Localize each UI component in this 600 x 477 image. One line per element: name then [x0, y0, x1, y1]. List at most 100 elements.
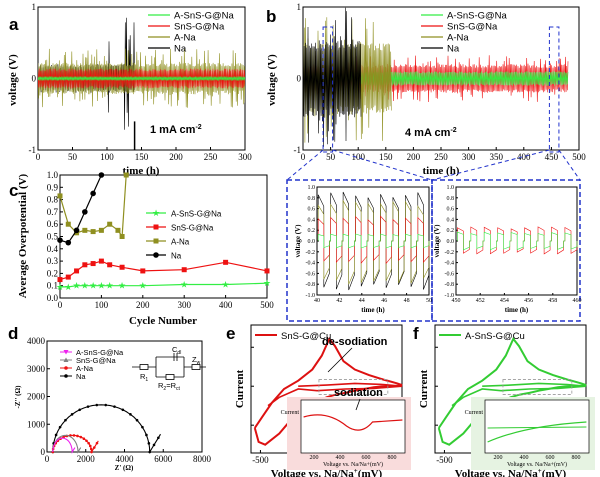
- c-xlabel: Cycle Number: [129, 315, 197, 327]
- b-xtick-label: 300: [462, 152, 476, 162]
- d-legend-marker: [63, 357, 69, 362]
- d-point-Na: [145, 433, 148, 437]
- c-point-A-SnS-G@Na: ★: [81, 281, 89, 291]
- c-ylabel: Average Overpotential (V): [17, 173, 29, 298]
- f-inset-xtick-label: 800: [572, 455, 581, 461]
- a-xtick-label: 150: [135, 152, 149, 162]
- c-xtick-label: 300: [177, 300, 191, 310]
- f-inset-xtick-label: 600: [546, 455, 555, 461]
- d-xtick-label: 0: [45, 454, 50, 464]
- b_zoom_right-xtick-label: 460: [573, 298, 582, 304]
- c-ytick-label: 0.2: [47, 268, 58, 278]
- b_zoom_right-ytick-label: 0.8: [447, 196, 455, 202]
- c-legend-marker: [153, 224, 159, 230]
- c-point-A-Na: [98, 227, 104, 233]
- d-xtick-label: 4000: [116, 454, 135, 464]
- d-circuit-label-rct: R2=Rct: [158, 381, 181, 392]
- c-xtick-label: 500: [260, 300, 274, 310]
- c-xtick-label: 100: [95, 300, 109, 310]
- d-ytick-label: 2000: [27, 392, 46, 402]
- b-zoom-connector: [431, 149, 550, 181]
- f-inset-xtick-label: 400: [520, 455, 529, 461]
- c-point-SnS-G@Na: [74, 268, 80, 274]
- c-point-SnS-G@Na: [107, 262, 113, 268]
- b-xtick-label: 350: [489, 152, 503, 162]
- d-circuit-label-r1: R1: [140, 372, 148, 383]
- a-ytick-label: -1: [29, 145, 37, 155]
- a-xtick-label: 0: [36, 152, 41, 162]
- b-legend-label: A-Na: [447, 33, 469, 44]
- a-xtick-label: 100: [100, 152, 114, 162]
- c-ytick-label: 0.9: [47, 182, 59, 192]
- d-point-A-Na: [90, 450, 93, 454]
- d-point-A-Na: [82, 437, 86, 441]
- b_zoom_right-ylabel: voltage (V): [433, 224, 441, 258]
- c-legend-label: A-Na: [171, 238, 190, 247]
- d-ylabel: -Z'' (Ω): [14, 385, 22, 409]
- d-circuit-label-cdl: Cdl: [172, 345, 181, 356]
- d-legend-label: SnS-G@Na: [76, 356, 117, 365]
- d-equivalent-circuit: R1 Cdl Zw R2=Rct: [132, 345, 206, 392]
- b_zoom_right-plot-frame: [455, 186, 578, 296]
- d-legend-label: A-SnS-G@Na: [76, 348, 124, 357]
- b-xtick-label: 450: [545, 152, 559, 162]
- d-point-A-Na: [72, 434, 76, 437]
- a-legend-label: A-Na: [174, 33, 196, 44]
- d-legend-label: Na: [76, 372, 86, 381]
- a-xtick-label: 300: [238, 152, 252, 162]
- f-cv-curve-cycle2: [451, 382, 587, 407]
- f-legend-label: A-SnS-G@Cu: [465, 331, 525, 342]
- a-legend-label: A-SnS-G@Na: [174, 11, 235, 22]
- b-xtick-label: 150: [379, 152, 393, 162]
- d-circuit-label-zw: Zw: [192, 355, 201, 366]
- b_zoom_right-ytick-label: 0.4: [447, 217, 455, 223]
- b_zoom_left-ytick-label: 0.2: [308, 228, 316, 234]
- b_zoom_right-xtick-label: 454: [500, 298, 509, 304]
- e-inset-xlabel: Voltage vs. Na/Na+(mV): [323, 461, 383, 468]
- c-point-Na: [82, 209, 88, 215]
- c-point-A-Na: [65, 221, 71, 227]
- b-xtick-label: 100: [351, 152, 365, 162]
- e-annotation-arrow: [355, 398, 361, 411]
- f-ylabel: Current: [418, 370, 430, 409]
- b_zoom_left-xlabel: time (h): [361, 306, 385, 314]
- c-series-A-Na: [59, 174, 127, 239]
- e-inset-frame: [300, 399, 406, 454]
- c-point-SnS-G@Na: [264, 268, 270, 274]
- d-point-Na: [141, 425, 144, 429]
- c-point-A-Na: [90, 229, 96, 235]
- d-xlabel: Z' (Ω): [115, 464, 134, 472]
- e-annotation-sodiation: sodiation: [334, 387, 383, 399]
- d-point-A-Na: [88, 444, 92, 448]
- d-xtick-label: 6000: [154, 454, 173, 464]
- c-point-A-Na: [115, 227, 121, 233]
- c-point-A-SnS-G@Na: ★: [89, 281, 97, 291]
- c-point-A-SnS-G@Na: ★: [56, 282, 64, 292]
- c-point-SnS-G@Na: [223, 259, 229, 265]
- c-point-SnS-G@Na: [57, 277, 63, 283]
- d-ytick-label: 0: [41, 447, 46, 457]
- d-point-Na: [148, 450, 151, 454]
- c-xtick-label: 400: [219, 300, 233, 310]
- b_zoom_left-ylabel: voltage (V): [294, 224, 302, 258]
- d-xtick-label: 2000: [77, 454, 96, 464]
- b-xtick-label: 400: [517, 152, 531, 162]
- c-point-Na: [57, 237, 63, 243]
- panel-label-d: d: [8, 324, 18, 343]
- e-legend-label: SnS-G@Cu: [281, 331, 331, 342]
- c-point-Na: [98, 172, 105, 178]
- d-point-Na: [95, 403, 99, 407]
- a-current-density-annotation: 1 mA cm-2: [150, 124, 202, 136]
- c-point-A-SnS-G@Na: ★: [118, 281, 126, 291]
- a-xlabel: time (h): [123, 165, 160, 177]
- d-legend-marker: [63, 350, 69, 355]
- e-zoom-region: [318, 379, 389, 395]
- a-ytick-label: 0: [32, 74, 37, 84]
- b-xtick-label: 500: [572, 152, 586, 162]
- b_zoom_left-xtick-label: 40: [314, 298, 320, 304]
- c-point-SnS-G@Na: [65, 274, 71, 280]
- b_zoom_right-xtick-label: 456: [524, 298, 533, 304]
- e-inset-xtick-label: 800: [388, 455, 397, 461]
- c-point-Na: [90, 190, 96, 197]
